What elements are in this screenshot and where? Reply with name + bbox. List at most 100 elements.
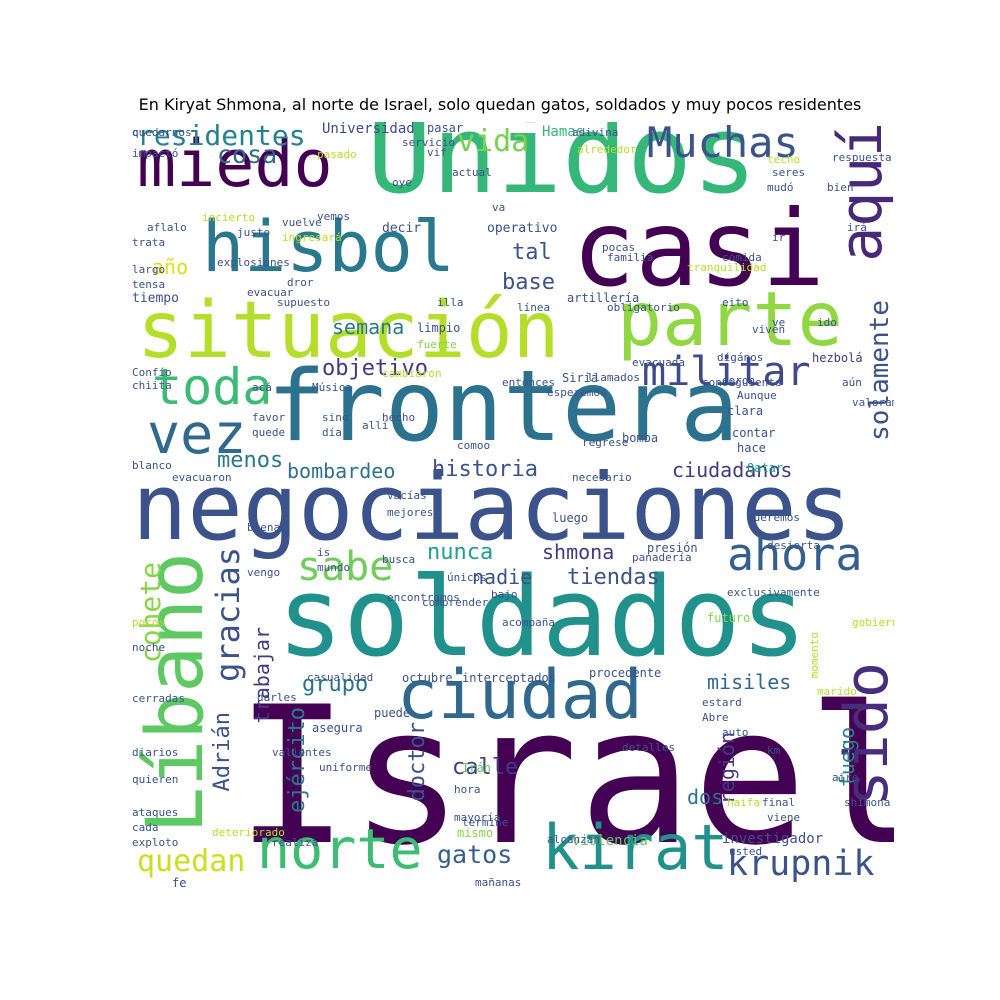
word-cloud-word: menos bbox=[217, 448, 284, 473]
word-cloud-word: eito bbox=[722, 296, 749, 309]
word-cloud-word: dígános bbox=[717, 351, 764, 364]
word-cloud-word: casualidad bbox=[307, 671, 374, 684]
word-cloud-word: objetivo bbox=[322, 356, 428, 381]
word-cloud-word: historia bbox=[432, 457, 538, 482]
word-cloud-word: irá bbox=[847, 221, 867, 234]
word-cloud-word: misiles bbox=[707, 670, 792, 694]
word-cloud-word: actual bbox=[452, 166, 492, 179]
word-cloud-word: limpio bbox=[417, 321, 461, 335]
word-cloud-word: kirat bbox=[542, 811, 729, 884]
word-cloud-word: acá bbox=[252, 381, 272, 394]
word-cloud-word: Qatar bbox=[747, 461, 784, 475]
word-cloud-word: vemos bbox=[317, 210, 351, 223]
word-cloud-word: negociaciones bbox=[132, 454, 853, 561]
word-cloud-word: aún bbox=[842, 376, 862, 389]
word-cloud-word: explosiones bbox=[217, 256, 290, 269]
word-cloud-word: termine bbox=[462, 816, 509, 829]
word-cloud-word: detalles bbox=[622, 741, 675, 754]
word-cloud-word: comoo bbox=[457, 439, 491, 452]
word-cloud-word: regrese bbox=[582, 436, 629, 449]
word-cloud-word: haifa bbox=[727, 796, 761, 809]
word-cloud-word: necesario bbox=[572, 471, 632, 484]
word-cloud-word: Aunque bbox=[737, 389, 777, 402]
word-cloud-word: dos bbox=[687, 785, 724, 809]
word-cloud-word: mañanas bbox=[475, 876, 522, 889]
word-cloud-word: gobierno bbox=[852, 616, 894, 629]
word-cloud-word: procedente bbox=[589, 666, 662, 680]
word-cloud-word: Israel bbox=[235, 666, 894, 887]
word-cloud-word: allí bbox=[362, 419, 389, 432]
word-cloud-word: Música bbox=[312, 381, 352, 394]
word-cloud-word: esperemos bbox=[547, 386, 607, 399]
word-cloud-word: respuesta bbox=[832, 151, 892, 164]
word-cloud-word: llamados bbox=[587, 371, 640, 384]
word-cloud-word: investigador bbox=[722, 831, 824, 847]
word-cloud-word: violencia bbox=[572, 833, 648, 849]
word-cloud-word: uniforme bbox=[319, 761, 372, 774]
word-cloud-word: pasado bbox=[317, 148, 357, 161]
word-cloud-word: hora bbox=[454, 783, 481, 796]
word-cloud-word: futuro bbox=[707, 611, 751, 625]
word-cloud-word: diarios bbox=[132, 746, 179, 759]
word-cloud-word: va bbox=[492, 201, 506, 214]
word-cloud-word: is bbox=[317, 546, 331, 559]
word-cloud-word: evacuaron bbox=[172, 471, 232, 484]
word-cloud-word: calle bbox=[452, 755, 519, 780]
word-cloud-word: usted bbox=[729, 845, 763, 858]
word-cloud-word: contar bbox=[732, 426, 776, 440]
word-cloud-word: mismo bbox=[457, 826, 494, 840]
word-cloud-word: valientes bbox=[272, 746, 332, 759]
word-cloud-word: illa bbox=[437, 296, 464, 309]
word-cloud-word: Hamas bbox=[542, 124, 585, 140]
word-cloud-word: momento bbox=[808, 632, 821, 679]
word-cloud-word: vacías bbox=[387, 489, 427, 502]
word-cloud-word: decir bbox=[382, 221, 422, 236]
word-cloud-word: incierto bbox=[202, 211, 255, 224]
word-cloud-word: casi bbox=[572, 188, 825, 310]
word-cloud-word: vuelve bbox=[282, 216, 322, 229]
word-cloud-word: pocas bbox=[602, 241, 636, 254]
word-cloud-word: desierta bbox=[767, 539, 820, 552]
word-cloud-word: Irán bbox=[462, 761, 491, 775]
word-cloud-word: hezbolá bbox=[812, 351, 863, 365]
word-cloud-word: hace bbox=[737, 441, 766, 455]
word-cloud-word: techo bbox=[767, 153, 801, 166]
word-cloud-word: oye bbox=[392, 176, 412, 189]
word-cloud-word: puede bbox=[374, 706, 411, 720]
word-cloud-word: ataques bbox=[132, 806, 179, 819]
word-cloud-word: mudó bbox=[767, 181, 794, 194]
word-cloud-word: Muchas bbox=[647, 122, 799, 167]
word-cloud-word: ve bbox=[772, 316, 786, 329]
word-cloud-word: operativo bbox=[487, 221, 558, 236]
word-cloud-word: vengo bbox=[247, 566, 281, 579]
word-cloud-word: vez bbox=[147, 402, 247, 466]
word-cloud-word: militar bbox=[642, 349, 811, 395]
word-cloud-word: alrededor bbox=[577, 143, 637, 156]
word-cloud-word: fe bbox=[172, 876, 187, 889]
word-cloud-word: bombardeo bbox=[287, 459, 396, 483]
word-cloud-word: nunca bbox=[427, 540, 494, 565]
word-cloud-word: shimona bbox=[844, 796, 891, 809]
word-cloud-word: c bbox=[132, 126, 139, 139]
word-cloud-word: cada bbox=[132, 821, 159, 834]
word-cloud-word: chiita bbox=[132, 379, 172, 392]
word-cloud-word: krupnik bbox=[727, 844, 875, 884]
word-cloud-word: vida bbox=[457, 124, 530, 159]
word-cloud-word: valoramos bbox=[852, 396, 894, 409]
word-cloud-word: quieren bbox=[132, 773, 179, 786]
word-cloud-word: Confío bbox=[132, 366, 172, 379]
word-cloud-word: gracias bbox=[209, 547, 247, 682]
word-cloud-word: pocos bbox=[132, 616, 166, 629]
word-cloud-word: Abre bbox=[702, 711, 729, 724]
word-cloud-word: ingresará bbox=[282, 231, 342, 244]
word-cloud-word: ido bbox=[817, 316, 837, 329]
word-cloud-word: ahora bbox=[727, 528, 863, 581]
word-cloud-word: vif bbox=[427, 146, 447, 159]
word-cloud-word: frontera bbox=[267, 350, 740, 464]
word-cloud-word: hecho bbox=[382, 411, 416, 424]
word-cloud-word: ejército bbox=[285, 707, 310, 813]
word-cloud-word: consiguiente bbox=[702, 376, 782, 389]
word-cloud-word: realiza bbox=[272, 836, 319, 849]
word-cloud-word: Adrián bbox=[210, 712, 235, 792]
word-cloud-word: doctor bbox=[405, 722, 430, 802]
